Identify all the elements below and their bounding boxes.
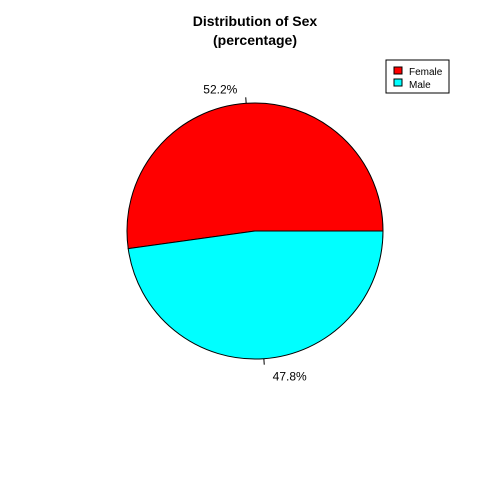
legend-label-male: Male: [409, 80, 431, 91]
legend-swatch-male: [393, 78, 403, 87]
pie-slices: [126, 102, 384, 360]
chart-title: Distribution of Sex: [193, 13, 318, 29]
legend-label-female: Female: [409, 67, 443, 78]
pie-slice-male: [127, 230, 384, 360]
legend: Female Male: [385, 59, 450, 94]
percentage-label-female: 52.2%: [203, 82, 237, 96]
legend-swatch-female: [393, 66, 403, 75]
chart-subtitle: (percentage): [213, 32, 297, 48]
percentage-label-male: 47.8%: [273, 370, 307, 384]
percentage-labels: 52.2% 47.8%: [203, 82, 307, 383]
legend-box: [385, 59, 450, 94]
pie-slice-female: [126, 102, 384, 250]
